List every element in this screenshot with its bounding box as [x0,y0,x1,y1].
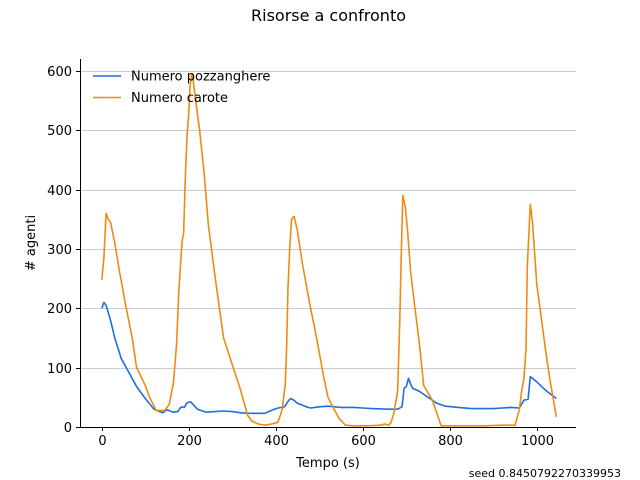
x-tick-label: 0 [98,434,106,449]
y-tick-label: 500 [47,124,72,139]
y-axis-ticks: 0 100 200 300 400 500 600 [47,65,80,436]
legend-label-2: Numero carote [131,91,228,106]
y-tick-label: 200 [47,302,72,317]
x-tick-label: 200 [177,434,202,449]
x-tick-label: 1000 [521,434,554,449]
y-tick-label: 600 [47,65,72,80]
x-tick-label: 600 [351,434,376,449]
series-line-1 [101,301,557,415]
y-tick-label: 400 [47,184,72,199]
x-axis-ticks: 0 200 400 600 800 1000 [98,427,554,449]
y-tick-label: 300 [47,243,72,258]
gridlines [80,71,576,369]
x-axis-label: Tempo (s) [295,456,360,471]
series-line-2 [101,73,558,427]
x-tick-label: 800 [438,434,463,449]
legend: Numero pozzanghere Numero carote [93,70,270,106]
x-tick-label: 400 [264,434,289,449]
seed-label: seed 0.8450792270339953 [469,467,621,480]
series-layer [101,73,558,427]
y-tick-label: 100 [47,362,72,377]
y-tick-label: 0 [64,421,72,436]
legend-label-1: Numero pozzanghere [131,70,270,85]
y-axis-label: # agenti [24,215,39,271]
chart-title: Risorse a confronto [251,6,406,25]
